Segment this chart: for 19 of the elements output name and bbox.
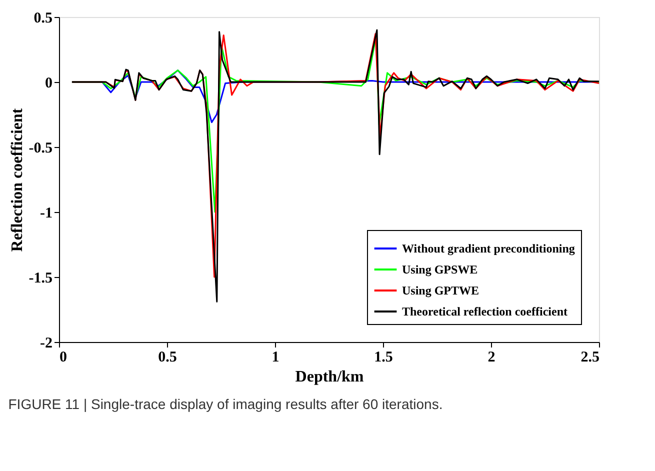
y-tick-label: 0.5 bbox=[34, 10, 52, 26]
y-tick-label: 0 bbox=[45, 76, 52, 92]
x-tick-label: 2.5 bbox=[580, 350, 600, 366]
x-tick-label: 0.5 bbox=[158, 350, 177, 366]
x-axis-title: Depth/km bbox=[295, 368, 364, 386]
x-tick-label: 1 bbox=[272, 350, 280, 366]
y-tick-label: -1.5 bbox=[28, 270, 52, 286]
y-tick-label: -2 bbox=[40, 336, 52, 352]
y-axis-title: Reflection coefficient bbox=[8, 108, 26, 252]
legend-label: Using GPTWE bbox=[402, 284, 480, 298]
legend-label: Theoretical reflection coefficient bbox=[402, 304, 568, 318]
legend-label: Without gradient preconditioning bbox=[402, 242, 575, 256]
y-tick-label: -0.5 bbox=[28, 140, 52, 156]
x-tick-label: 1.5 bbox=[374, 350, 393, 366]
x-tick-label: 2 bbox=[488, 350, 496, 366]
legend-label: Using GPSWE bbox=[402, 262, 478, 276]
caption: FIGURE 11 | Single-trace display of imaging results after 60 iterations. bbox=[8, 396, 443, 412]
y-tick-label: -1 bbox=[40, 206, 52, 222]
x-tick-label: 0 bbox=[60, 350, 67, 366]
